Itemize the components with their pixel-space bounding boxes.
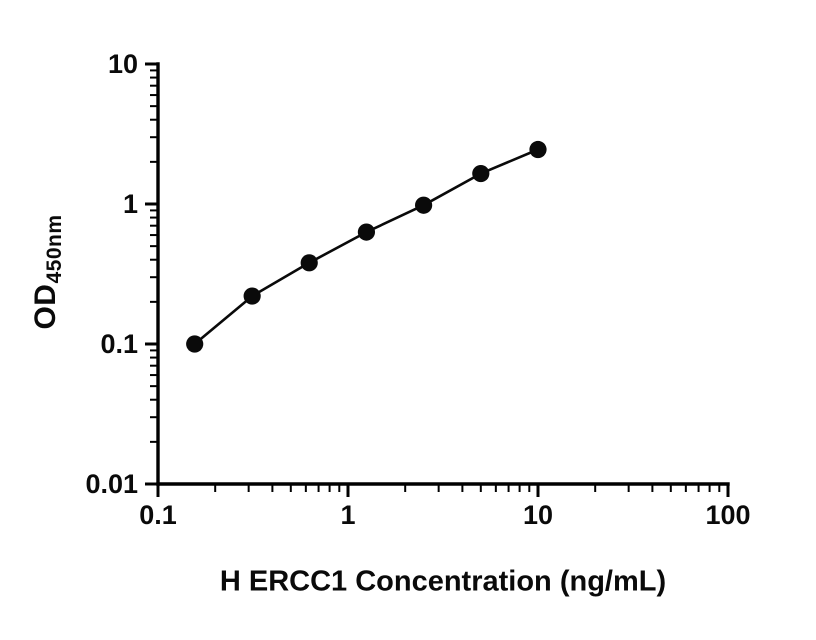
x-tick-label: 100 — [705, 500, 750, 530]
data-point — [186, 335, 204, 353]
data-point — [357, 223, 376, 241]
x-axis-title: H ERCC1 Concentration (ng/mL) — [219, 565, 667, 598]
y-axis: 0.01 0.1 1 10 — [85, 49, 160, 499]
y-tick-label: 0.1 — [100, 329, 138, 359]
data-point — [472, 164, 490, 183]
data-point — [243, 287, 261, 305]
data-point — [529, 140, 547, 159]
x-axis: 0.1 1 10 100 — [139, 482, 751, 530]
y-tick-label: 10 — [108, 49, 138, 79]
y-axis-title: OD450nm — [29, 214, 67, 329]
y-axis-title-subscript: 450nm — [43, 214, 66, 284]
data-points — [186, 140, 547, 353]
x-tick-label: 10 — [523, 500, 553, 530]
x-tick-label: 1 — [340, 500, 355, 530]
data-point — [415, 196, 433, 214]
y-tick-label: 1 — [123, 189, 138, 219]
x-tick-label: 0.1 — [139, 500, 177, 530]
data-point — [300, 254, 318, 272]
y-tick-label: 0.01 — [85, 469, 138, 499]
y-axis-title-text: OD — [29, 283, 62, 330]
